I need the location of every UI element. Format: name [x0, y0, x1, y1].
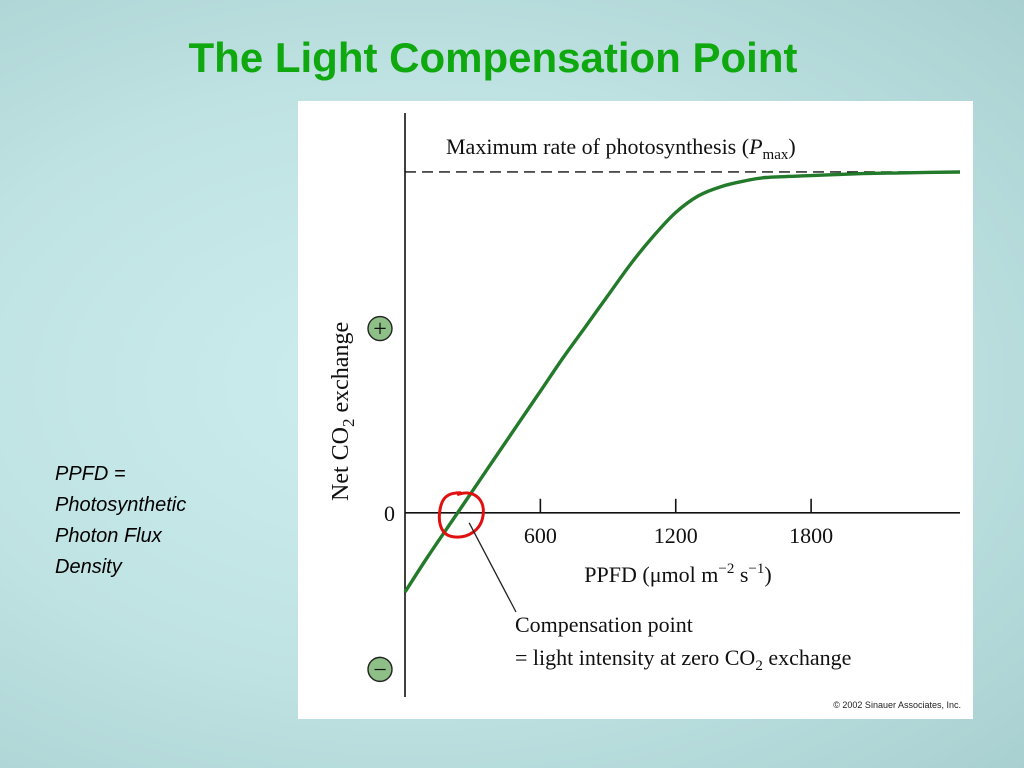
- pmax-label-text: Maximum rate of photosynthesis (: [446, 134, 749, 159]
- compensation-definition-rest: exchange: [763, 645, 852, 670]
- compensation-definition-text: = light intensity at zero CO: [515, 645, 755, 670]
- x-axis-label-close: ): [764, 562, 771, 587]
- pmax-label: Maximum rate of photosynthesis (Pmax): [446, 134, 796, 163]
- x-axis-label-exponent-1: −2: [718, 561, 734, 577]
- x-tick-label: 600: [524, 523, 557, 548]
- x-ticks: 600 1200 1800: [524, 498, 833, 548]
- negative-sign-icon: −: [367, 656, 393, 683]
- y-zero-label: 0: [384, 501, 395, 526]
- pmax-subscript: max: [763, 147, 789, 163]
- series-line-net-co2: [403, 170, 961, 593]
- x-axis-label-text: PPFD (μmol m: [584, 562, 718, 587]
- light-response-chart: 600 1200 1800 Maximum rate of photosynthes…: [328, 113, 961, 697]
- x-tick-label: 1800: [789, 523, 833, 548]
- y-axis-label: Net CO2 exchange: [328, 322, 358, 501]
- pmax-label-close: ): [788, 134, 795, 159]
- pmax-symbol: P: [748, 134, 762, 159]
- compensation-point-highlight: [437, 491, 485, 539]
- note-line: Density: [55, 556, 122, 578]
- positive-sign-icon: +: [367, 315, 393, 343]
- x-tick-label: 1200: [654, 523, 698, 548]
- note-line: Photon Flux: [55, 525, 162, 547]
- y-axis-label-rest: exchange: [328, 322, 354, 419]
- x-axis-label-exponent-2: −1: [748, 561, 764, 577]
- positive-sign-text: +: [373, 317, 387, 343]
- note-line: PPFD =: [55, 463, 126, 485]
- figure-panel: 600 1200 1800 Maximum rate of photosynthes…: [298, 101, 973, 719]
- compensation-leader-line: [468, 522, 517, 613]
- compensation-point-label: Compensation point: [515, 612, 693, 637]
- note-line: Photosynthetic: [55, 494, 187, 516]
- compensation-definition-subscript: 2: [755, 658, 763, 674]
- y-axis-label-text: Net CO: [328, 427, 354, 501]
- ppfd-definition-note: PPFD = Photosynthetic Photon Flux Densit…: [55, 459, 275, 583]
- compensation-point-definition: = light intensity at zero CO2 exchange: [515, 645, 851, 674]
- negative-sign-text: −: [373, 657, 387, 683]
- slide-title: The Light Compensation Point: [188, 34, 798, 81]
- x-axis-label: PPFD (μmol m−2 s−1): [584, 561, 771, 587]
- copyright-notice: © 2002 Sinauer Associates, Inc.: [833, 700, 961, 710]
- y-axis-label-subscript: 2: [339, 419, 358, 428]
- x-axis-label-mid: s: [734, 562, 748, 587]
